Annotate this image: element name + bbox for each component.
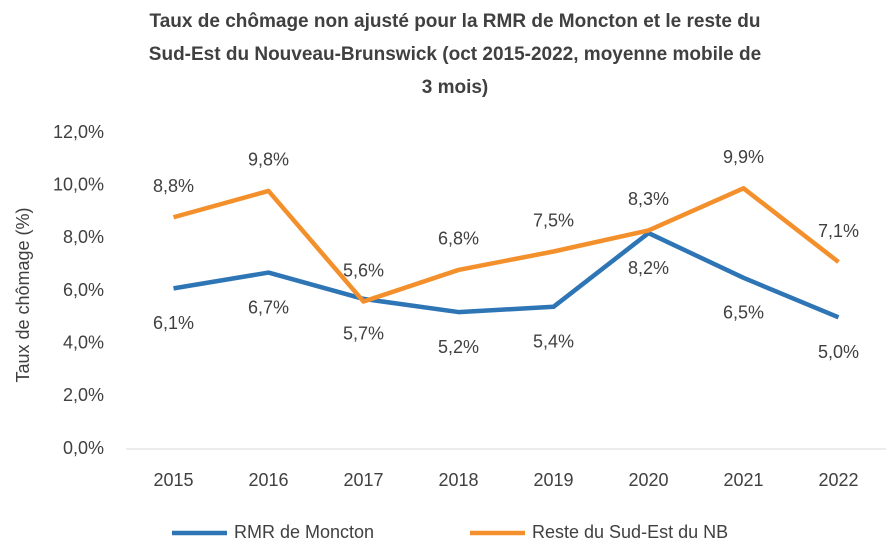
y-tick-label: 10,0% (53, 174, 104, 194)
data-label: 5,6% (343, 260, 384, 280)
line-series (172, 186, 840, 304)
x-tick-label: 2019 (533, 470, 573, 490)
x-tick-label: 2020 (628, 470, 668, 490)
x-tick-label: 2022 (818, 470, 858, 490)
data-label: 5,2% (438, 337, 479, 357)
x-tick-label: 2021 (723, 470, 763, 490)
y-tick-label: 6,0% (63, 280, 104, 300)
x-tick-label: 2018 (438, 470, 478, 490)
x-tick-label: 2016 (248, 470, 288, 490)
data-label: 6,8% (438, 229, 479, 249)
data-label: 8,8% (153, 176, 194, 196)
x-tick-label: 2015 (153, 470, 193, 490)
legend-label: Reste du Sud-Est du NB (532, 522, 728, 542)
data-label: 6,5% (723, 303, 764, 323)
data-label: 7,1% (818, 221, 859, 241)
data-label: 8,3% (628, 189, 669, 209)
y-tick-label: 4,0% (63, 332, 104, 352)
y-tick-label: 8,0% (63, 227, 104, 247)
chart-title: Taux de chômage non ajusté pour la RMR d… (150, 11, 761, 32)
y-tick-label: 2,0% (63, 385, 104, 405)
x-tick-label: 2017 (343, 470, 383, 490)
y-tick-label: 0,0% (63, 438, 104, 458)
data-label: 5,7% (343, 324, 384, 344)
legend-label: RMR de Moncton (234, 522, 374, 542)
data-label: 7,5% (533, 210, 574, 230)
chart-title: Sud-Est du Nouveau-Brunswick (oct 2015-2… (149, 44, 761, 65)
chart-title: 3 mois) (422, 77, 489, 98)
line-series (173, 230, 840, 320)
y-axis-title: Taux de chômage (%) (13, 207, 33, 382)
data-label: 8,2% (628, 258, 669, 278)
data-label: 5,0% (818, 342, 859, 362)
data-label: 5,4% (533, 332, 574, 352)
data-label: 6,7% (248, 297, 289, 317)
y-tick-label: 12,0% (53, 122, 104, 142)
data-label: 9,8% (248, 150, 289, 170)
data-label: 6,1% (153, 313, 194, 333)
data-label: 9,9% (723, 147, 764, 167)
